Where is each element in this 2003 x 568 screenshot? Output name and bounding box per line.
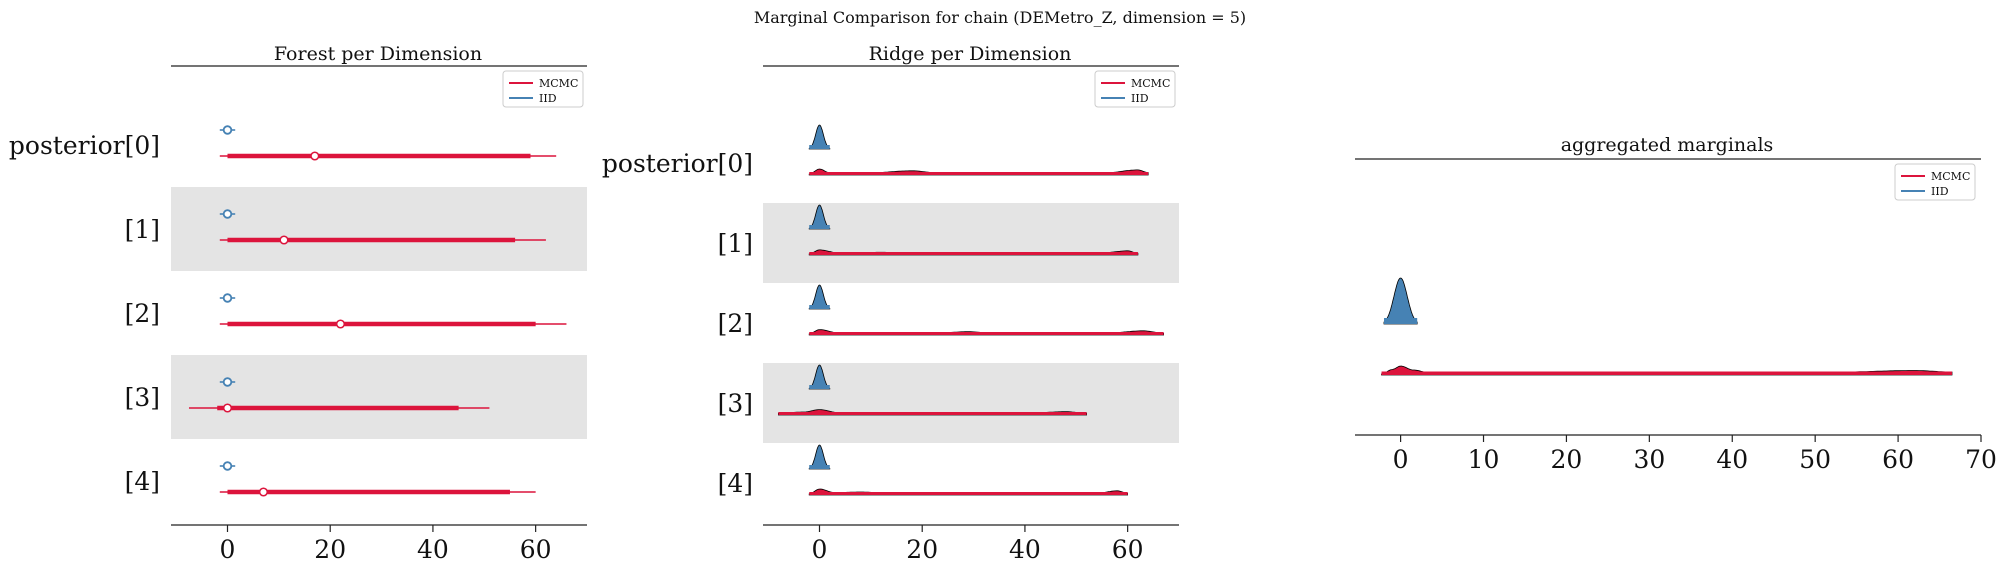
mcmc-median-point	[335, 319, 346, 329]
x-tick-label: 60	[520, 535, 552, 564]
iid-aggregated-base	[1384, 318, 1418, 324]
x-tick-label: 60	[1112, 535, 1144, 564]
legend-label-iid: IID	[539, 92, 557, 105]
forest-marks	[188, 125, 567, 497]
x-tick-label: 20	[1551, 445, 1583, 474]
ridge-panel: Ridge per Dimension posterior[0] [1] [2] [3…	[602, 43, 1179, 564]
x-tick-label: 50	[1799, 445, 1831, 474]
forest-bands	[171, 187, 587, 439]
legend-label-iid: IID	[1131, 92, 1149, 105]
iid-aggregated-density	[1383, 277, 1418, 325]
x-tick-label: 70	[1965, 445, 1997, 474]
x-tick-label: 0	[812, 535, 828, 564]
iid-base	[809, 305, 830, 309]
ridge-bands	[763, 203, 1179, 443]
row-label: [4]	[718, 469, 753, 498]
row-label: [1]	[125, 215, 160, 244]
row-band	[171, 355, 587, 439]
ridge-panel-title: Ridge per Dimension	[869, 43, 1072, 65]
legend-label-mcmc: MCMC	[1131, 77, 1170, 90]
mcmc-median-point	[258, 487, 268, 497]
row-label: [4]	[125, 467, 160, 496]
row-band	[763, 203, 1179, 283]
forest-panel: Forest per Dimension posterior[0] [1] [2] […	[9, 43, 587, 564]
aggregated-marks	[1381, 277, 1953, 376]
x-tick-label: 40	[1009, 535, 1041, 564]
ridge-legend: MCMC IID	[1094, 70, 1176, 108]
iid-base	[809, 465, 830, 469]
legend-label-mcmc: MCMC	[539, 77, 578, 90]
x-tick-label: 0	[220, 535, 236, 564]
row-band	[171, 187, 587, 271]
row-label: posterior[0]	[9, 131, 160, 160]
iid-median-point	[222, 293, 233, 303]
row-label: posterior[0]	[602, 149, 753, 178]
aggregated-panel-title: aggregated marginals	[1561, 134, 1774, 156]
iid-base	[809, 225, 830, 229]
ridge-row-labels: posterior[0] [1] [2] [3] [4]	[602, 149, 753, 498]
row-label: [2]	[718, 309, 753, 338]
x-tick-label: 30	[1633, 445, 1665, 474]
iid-median-point	[222, 125, 233, 135]
mcmc-median-point	[279, 235, 289, 245]
iid-median-point	[222, 461, 233, 471]
mcmc-median-point	[222, 403, 233, 413]
mcmc-median-point	[310, 151, 320, 161]
forest-row-labels: posterior[0] [1] [2] [3] [4]	[9, 131, 160, 496]
x-tick-label: 60	[1882, 445, 1914, 474]
iid-base	[809, 145, 830, 149]
iid-median-point	[222, 209, 233, 219]
legend-label-mcmc: MCMC	[1931, 170, 1970, 183]
aggregated-x-ticks: 0 10 20 30 40 50 60 70	[1393, 435, 1997, 474]
row-label: [1]	[718, 229, 753, 258]
iid-median-point	[222, 377, 233, 387]
x-tick-label: 40	[1716, 445, 1748, 474]
x-tick-label: 20	[314, 535, 346, 564]
aggregated-panel: aggregated marginals 0 10 20 30 40 50 60 70 MCM…	[1355, 134, 1997, 474]
row-label: [3]	[718, 389, 753, 418]
x-tick-label: 10	[1468, 445, 1500, 474]
legend-label-iid: IID	[1931, 185, 1949, 198]
forest-panel-title: Forest per Dimension	[274, 43, 482, 65]
forest-legend: MCMC IID	[502, 70, 584, 108]
row-band	[763, 363, 1179, 443]
ridge-x-ticks: 0 20 40 60	[812, 525, 1144, 564]
ridge-marks	[778, 124, 1164, 496]
row-label: [3]	[125, 383, 160, 412]
mcmc-aggregated-base	[1381, 371, 1952, 375]
aggregated-legend: MCMC IID	[1894, 163, 1976, 201]
x-tick-label: 40	[417, 535, 449, 564]
forest-x-ticks: 0 20 40 60	[220, 525, 552, 564]
x-tick-label: 0	[1393, 445, 1409, 474]
x-tick-label: 20	[906, 535, 938, 564]
row-label: [2]	[125, 299, 160, 328]
figure-title: Marginal Comparison for chain (DEMetro_Z…	[754, 8, 1246, 27]
iid-base	[809, 385, 830, 389]
